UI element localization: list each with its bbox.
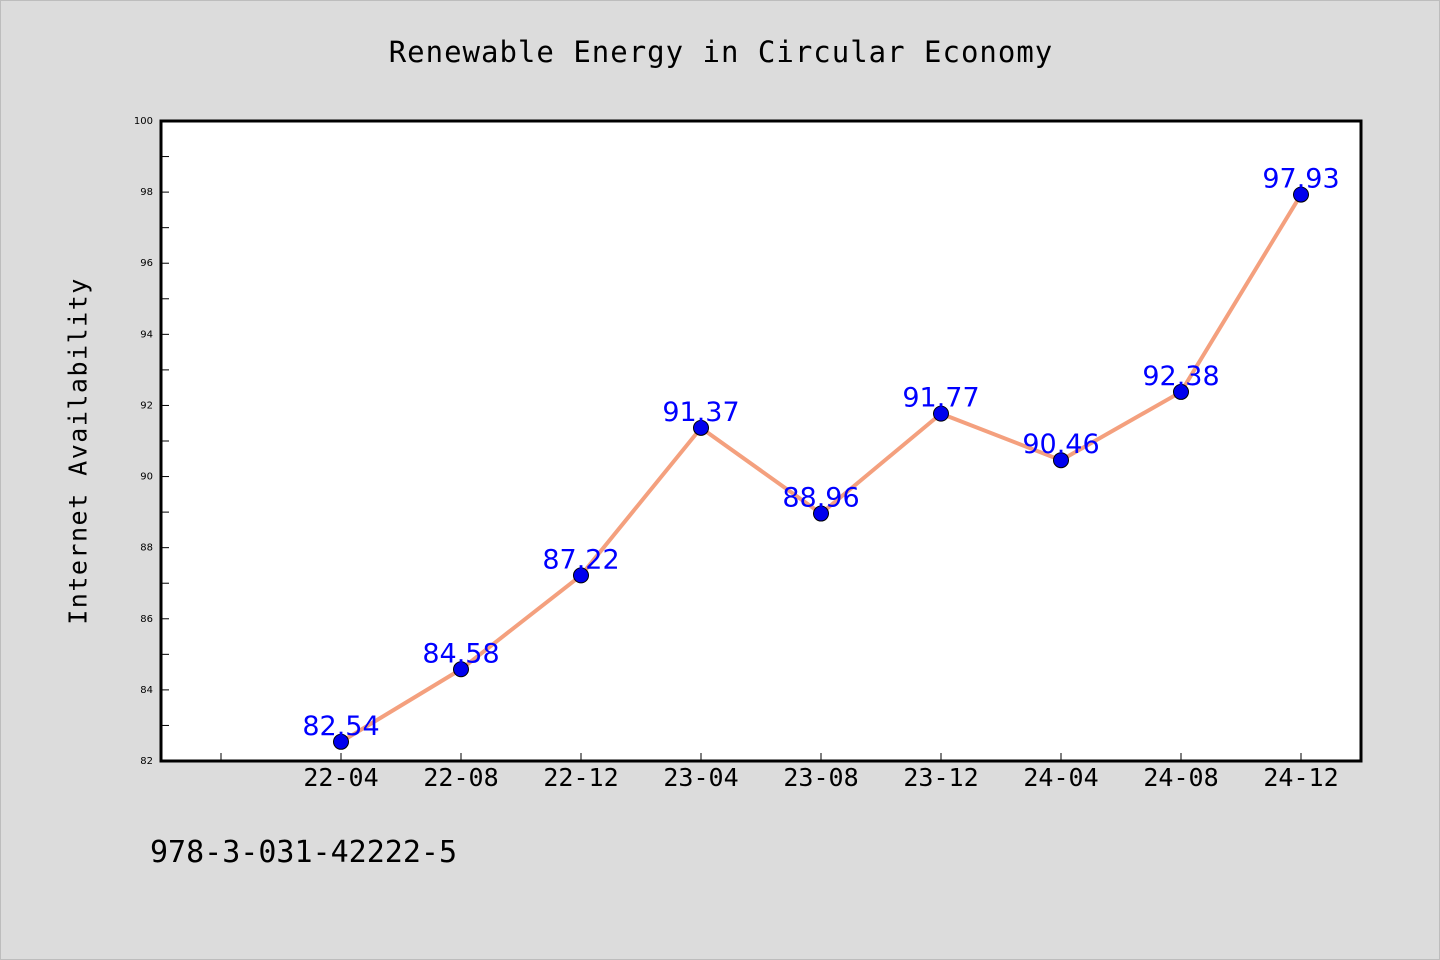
plot-frame [159,119,1363,763]
x-tick-label: 24-08 [1143,763,1218,792]
data-label: 91.77 [902,383,979,414]
data-label: 82.54 [302,711,379,742]
data-point [1293,186,1309,203]
y-tick-label: 98 [140,187,153,198]
x-tick-label: 23-12 [903,763,978,792]
data-label: 92.38 [1142,361,1219,392]
x-tick-label: 22-04 [303,763,378,792]
x-tick-label: 23-04 [663,763,738,792]
y-tick-label: 88 [140,543,153,554]
data-label: 97.93 [1262,164,1339,195]
data-label: 91.37 [662,397,739,428]
data-label: 87.22 [542,544,619,575]
x-tick-label: 22-08 [423,763,498,792]
y-tick-label: 90 [140,472,153,483]
chart-title: Renewable Energy in Circular Economy [388,35,1054,69]
y-tick-label: 86 [140,614,153,625]
y-tick-label: 96 [140,258,153,269]
x-tick-label: 22-12 [543,763,618,792]
data-point [1173,383,1189,400]
data-label: 90.46 [1022,429,1099,460]
data-point [813,505,829,522]
data-point [333,733,349,750]
data-point [573,567,589,584]
data-point [933,405,949,422]
data-point [693,419,709,436]
y-tick-label: 82 [140,756,153,767]
footer-code: 978-3-031-42222-5 [150,835,458,870]
data-label: 84.58 [422,638,499,669]
x-tick-label: 24-12 [1263,763,1338,792]
y-tick-label: 92 [140,400,153,411]
x-tick-label: 24-04 [1023,763,1098,792]
data-point [1053,452,1069,469]
plot-area [161,121,1361,761]
y-tick-label: 84 [140,685,153,696]
data-point [453,661,469,678]
y-tick-label: 100 [134,116,153,127]
y-tick-label: 94 [140,329,153,340]
x-tick-label: 23-08 [783,763,858,792]
data-label: 88.96 [782,483,859,514]
